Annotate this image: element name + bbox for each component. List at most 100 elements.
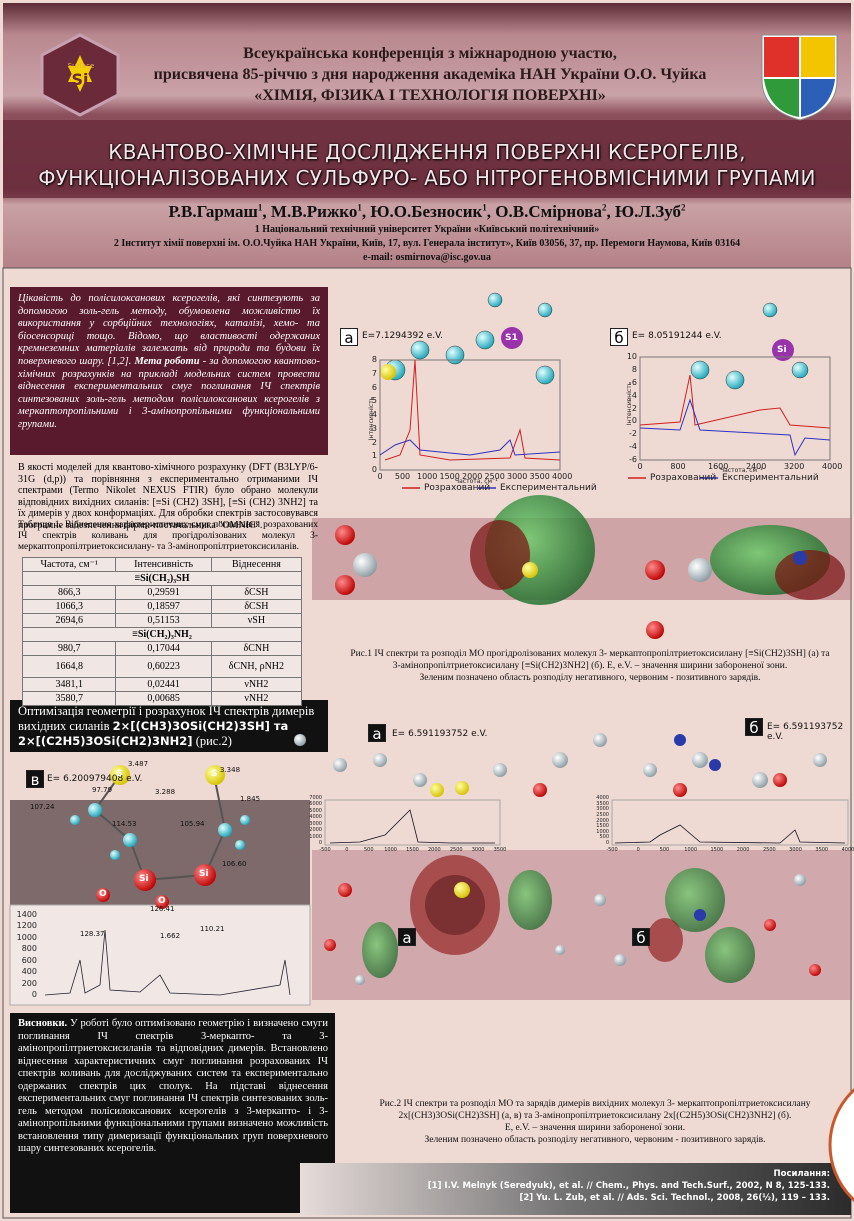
table-row: 866,3 0,29591 δCSH bbox=[21, 585, 303, 600]
geometry-label: 3.348 bbox=[220, 766, 241, 774]
x-tick-label: 500 bbox=[394, 472, 411, 481]
y-tick-label: 800 bbox=[21, 944, 37, 954]
y-tick-label: 2 bbox=[371, 437, 377, 447]
x-tick-label: 4000 bbox=[552, 472, 573, 481]
references: Посилання: [1] I.V. Melnyk (Seredyuk), e… bbox=[340, 1168, 830, 1204]
y-tick-label: -2 bbox=[629, 429, 637, 439]
author: Ю.О.Безносик bbox=[370, 202, 483, 221]
references-title: Посилання: bbox=[773, 1169, 830, 1179]
x-tick-label: 0 bbox=[377, 472, 383, 481]
table-cell: 980,7 bbox=[21, 641, 117, 656]
x-tick-label: 800 bbox=[670, 462, 686, 471]
y-tick-label: 5 bbox=[371, 396, 377, 406]
intro-text: Цікавість до полісилоксанових ксерогелів… bbox=[18, 293, 320, 367]
x-tick-label: 1600 bbox=[708, 462, 729, 471]
geometry-label: 105.94 bbox=[180, 820, 205, 828]
y-tick-label: 3500 bbox=[596, 800, 609, 807]
author: Ю.Л.Зуб bbox=[614, 202, 682, 221]
x-tick-label: 4000 bbox=[841, 847, 854, 853]
legend-entry: Експериментальний bbox=[500, 483, 597, 493]
y-tick-label: 1000 bbox=[309, 833, 322, 840]
y-tick-label: 200 bbox=[21, 978, 37, 988]
table-cell: δCNH, ρNH2 bbox=[210, 655, 303, 678]
table-cell: 866,3 bbox=[21, 585, 117, 600]
y-tick-label: 2000 bbox=[309, 827, 322, 834]
author-affiliation: 1 bbox=[482, 202, 487, 213]
figure-caption: Рис.1 ІЧ спектри та розподіл МО прогідро… bbox=[350, 649, 830, 659]
energy: E= 6.200979408 e.V. bbox=[47, 774, 143, 784]
affiliation: 2 Інститут хімії поверхні ім. О.О.Чуйка … bbox=[113, 238, 741, 249]
x-tick-label: 2000 bbox=[736, 847, 750, 853]
x-tick-label: 4000 bbox=[822, 462, 843, 471]
x-tick-label: -500 bbox=[319, 847, 331, 853]
header-cell: Віднесення bbox=[210, 557, 303, 572]
table-cell: δCSH bbox=[210, 585, 303, 600]
y-tick-label: 7 bbox=[371, 368, 377, 378]
table-row: 3580,7 0,00685 νNH2 bbox=[21, 691, 303, 706]
atom-label: Si bbox=[139, 874, 149, 884]
conclusions: Висновки. У роботі було оптимізовано гео… bbox=[18, 1018, 328, 1156]
table-row: 3481,1 0,02441 νNH2 bbox=[21, 677, 303, 692]
panel-label: а bbox=[368, 724, 386, 743]
x-tick-label: 3000 bbox=[789, 847, 802, 853]
y-tick-label: 1 bbox=[371, 451, 377, 461]
figure-caption: 3-амінопропілтриетоксисилану [≡Si(CH2)3N… bbox=[392, 661, 788, 671]
panel-label: б bbox=[632, 928, 650, 947]
x-tick-label: 2500 bbox=[484, 472, 505, 481]
figure-caption: E, e.V. – значення ширини забороненої зо… bbox=[504, 1123, 686, 1133]
x-tick-label: 2000 bbox=[462, 472, 483, 481]
x-tick-label: 1000 bbox=[417, 472, 438, 481]
x-tick-label: 0 bbox=[637, 462, 643, 471]
heading-ref: (рис.2) bbox=[192, 734, 232, 748]
panel-label: б bbox=[610, 328, 628, 347]
y-tick-label: 0 bbox=[371, 465, 377, 474]
table-cell: 0,17044 bbox=[115, 641, 212, 656]
geometry-label: 114.53 bbox=[112, 820, 137, 828]
y-tick-label: 4000 bbox=[596, 795, 609, 801]
y-tick-label: 4 bbox=[371, 410, 377, 419]
conference-line: присвячена 85-річчю з дня народження ака… bbox=[153, 66, 707, 83]
table-cell: 1066,3 bbox=[21, 599, 117, 614]
atom-label: S bbox=[116, 769, 123, 779]
geometry-label: 3.487 bbox=[128, 760, 149, 768]
aim-text: - за допомогою квантово-хімічних розраху… bbox=[18, 355, 321, 430]
x-tick-label: 2500 bbox=[762, 847, 776, 853]
legend-entry: Розрахований bbox=[650, 473, 717, 483]
panel-label: б bbox=[745, 718, 763, 737]
x-tick-label: 500 bbox=[659, 847, 670, 853]
y-tick-label: -6 bbox=[629, 455, 637, 464]
y-tick-label: 400 bbox=[21, 967, 37, 977]
y-tick-label: 3 bbox=[371, 423, 377, 433]
y-tick-label: 600 bbox=[21, 955, 37, 965]
x-tick-label: 3200 bbox=[784, 462, 805, 471]
x-tick-label: 2500 bbox=[449, 847, 463, 853]
geometry-label: 3.288 bbox=[155, 788, 176, 796]
y-tick-label: 7000 bbox=[309, 795, 322, 801]
heading-formula: 2×[(CH3)3OSi(CH2)3SH] та 2×[(C2H5)3OSi(C… bbox=[18, 719, 289, 748]
author: М.В.Рижко bbox=[270, 202, 358, 221]
author: Р.В.Гармаш bbox=[168, 202, 258, 221]
table-cell: 0,51153 bbox=[115, 613, 212, 628]
legend-entry: Розрахований bbox=[424, 483, 491, 493]
table-cell: 0,29591 bbox=[115, 585, 212, 600]
conference-line: «ХІМІЯ, ФІЗИКА І ТЕХНОЛОГІЯ ПОВЕРХНІ» bbox=[254, 87, 606, 104]
table-row: 2694,6 0,51153 νSH bbox=[21, 613, 303, 628]
group-name: ≡Si(CH₂)₃SH bbox=[22, 571, 302, 586]
y-tick-label: 4000 bbox=[309, 814, 322, 821]
y-tick-label: 1200 bbox=[16, 921, 37, 931]
atom-label: O bbox=[99, 889, 107, 899]
x-tick-label: 1500 bbox=[406, 847, 419, 853]
y-tick-label: 1500 bbox=[596, 823, 609, 830]
panel-label: а bbox=[340, 328, 358, 347]
table-cell: 0,18597 bbox=[115, 599, 212, 614]
legend-entry: Експериментальний bbox=[722, 473, 819, 483]
atom-label: S bbox=[211, 769, 218, 779]
energy: E= 6.591193752 e.V. bbox=[392, 729, 488, 739]
atom-label: Si bbox=[199, 869, 209, 879]
axis-label: Частота, см⁻¹ bbox=[455, 478, 498, 485]
x-tick-label: 2000 bbox=[428, 847, 441, 853]
group-name: ≡Si(CH₂)₃NH₂ bbox=[22, 627, 302, 642]
x-tick-label: 3000 bbox=[471, 847, 485, 853]
